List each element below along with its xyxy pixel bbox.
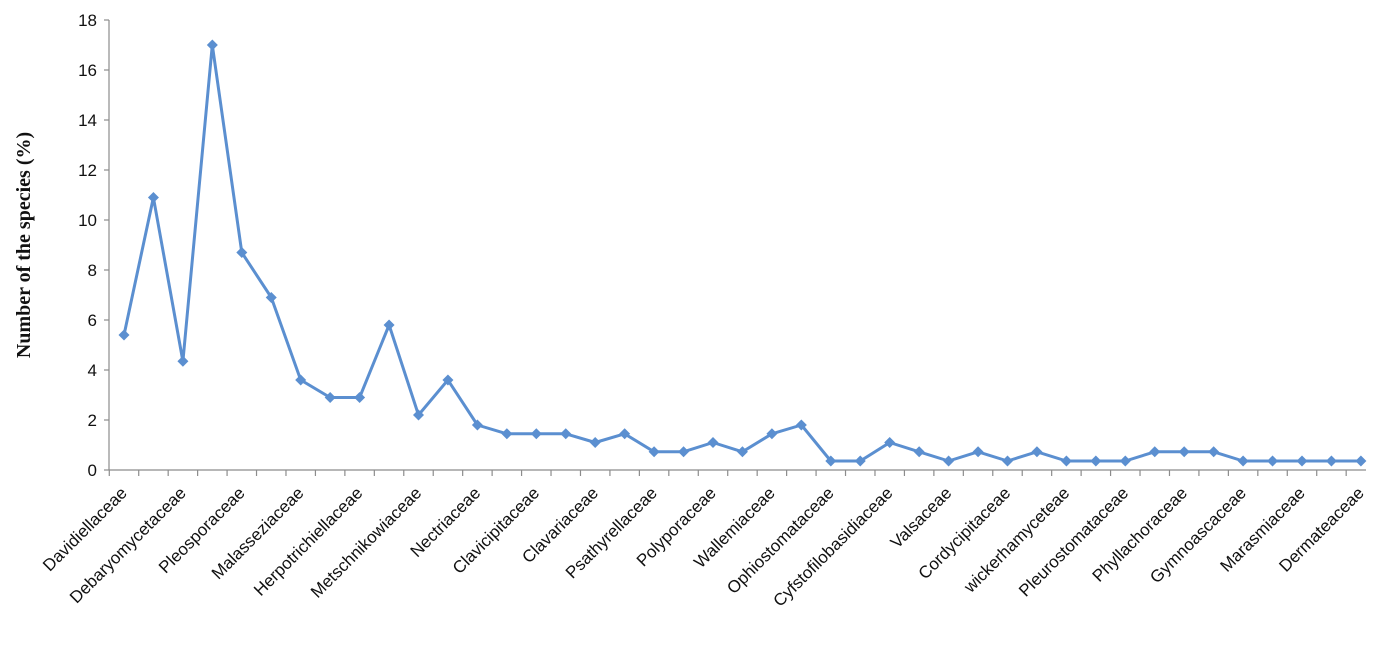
data-point-marker: [177, 355, 189, 367]
y-tick-label: 16: [78, 61, 97, 80]
y-tick-label: 10: [78, 211, 97, 230]
y-tick-label: 12: [78, 161, 97, 180]
data-point-marker: [913, 446, 925, 458]
data-point-marker: [265, 292, 277, 303]
x-tick-label: Ophiostomataceae: [723, 483, 837, 597]
data-point-marker: [648, 446, 660, 458]
data-point-marker: [354, 392, 366, 403]
y-tick-label: 2: [88, 411, 97, 430]
x-tick-label: Pleurostomataceae: [1015, 483, 1132, 600]
data-point-marker: [530, 428, 542, 440]
data-point-marker: [589, 437, 601, 448]
data-point-marker: [619, 428, 631, 440]
x-tick-label: Cyfstofilobasidiaceae: [769, 483, 896, 610]
data-point-marker: [1031, 446, 1043, 458]
data-point-marker: [1119, 455, 1131, 467]
x-tick-label: Herpotrichiellaceae: [250, 483, 366, 599]
data-point-marker: [236, 247, 248, 258]
data-point-marker: [825, 455, 837, 467]
y-tick-label: 14: [78, 111, 97, 130]
data-point-marker: [1325, 455, 1337, 467]
data-point-marker: [206, 39, 218, 51]
data-point-marker: [678, 446, 690, 458]
series-layer: [118, 39, 1367, 467]
data-point-marker: [1208, 446, 1220, 458]
y-tick-label: 18: [78, 11, 97, 30]
series-line: [122, 43, 1361, 463]
data-point-marker: [147, 192, 159, 203]
data-point-marker: [413, 409, 424, 421]
data-point-marker: [1296, 455, 1308, 467]
y-tick-label: 4: [88, 361, 97, 380]
data-point-marker: [795, 419, 807, 431]
data-point-marker: [1060, 455, 1072, 467]
data-point-marker: [1267, 455, 1279, 467]
x-tick-label: wickerhamyceteae: [960, 483, 1074, 597]
data-point-marker: [501, 428, 513, 440]
x-axis: DavidiellaceaeDebaryomycetaceaePleospora…: [39, 469, 1368, 610]
data-point-marker: [118, 329, 130, 341]
data-point-marker: [766, 428, 778, 440]
data-point-marker: [1355, 455, 1367, 467]
data-point-marker: [471, 419, 483, 431]
data-point-marker: [324, 392, 336, 403]
data-point-marker: [854, 455, 866, 467]
data-point-marker: [972, 446, 984, 458]
y-axis-title: Number of the species (%): [13, 132, 35, 358]
data-point-marker: [1178, 446, 1190, 458]
data-point-marker: [943, 455, 955, 467]
data-point-marker: [560, 428, 572, 440]
y-tick-label: 0: [88, 461, 97, 480]
y-axis: 0 2 4 6 8 10 12 14 16 18: [78, 11, 110, 480]
data-point-marker: [442, 374, 454, 386]
data-point-marker: [707, 437, 719, 448]
data-point-marker: [884, 437, 896, 448]
data-point-marker: [295, 374, 307, 386]
data-point-marker: [1002, 455, 1013, 467]
x-tick-label: Metschnikowiaceae: [307, 483, 425, 601]
data-point-marker: [1149, 446, 1161, 458]
data-point-marker: [1090, 455, 1102, 467]
x-tick-label: Debaryomycetaceae: [66, 483, 190, 607]
data-point-marker: [736, 446, 748, 458]
y-tick-label: 6: [88, 311, 97, 330]
data-point-marker: [383, 319, 395, 331]
y-tick-label: 8: [88, 261, 97, 280]
data-point-marker: [1237, 455, 1249, 467]
